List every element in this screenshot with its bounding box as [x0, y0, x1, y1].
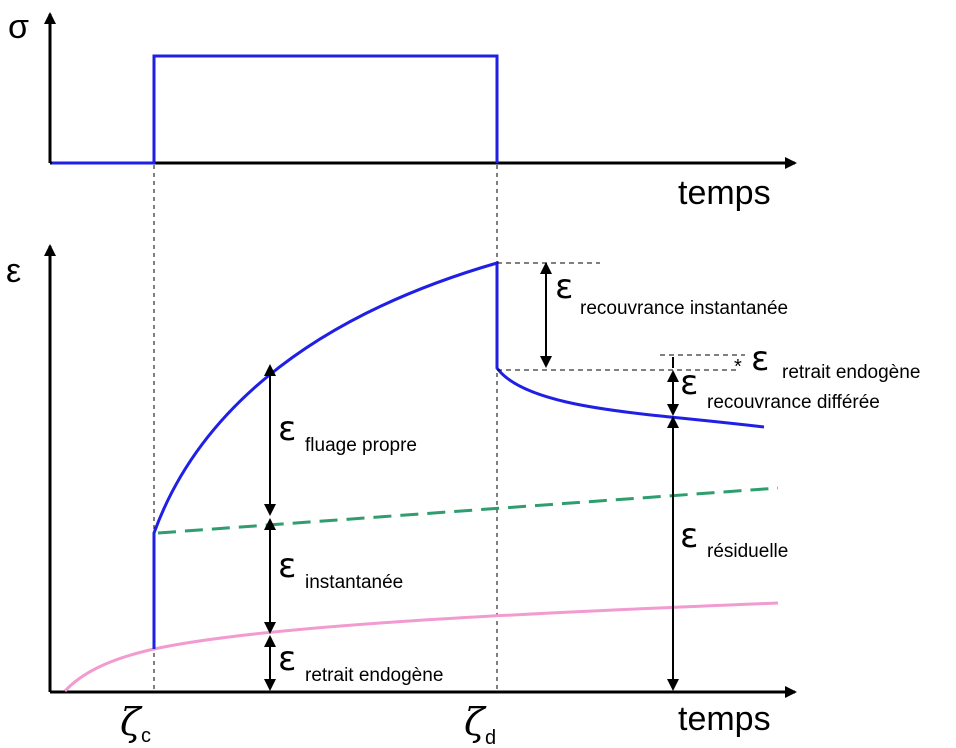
autogenous-shrinkage-curve [63, 601, 779, 693]
epsilon-residuelle-label: résiduelle [707, 541, 788, 562]
unload-time-subscript: d [485, 727, 496, 748]
total-strain-curve [152, 261, 765, 649]
strain-plot: ε temps ε retrait endogène ε instantanée… [6, 244, 920, 748]
strain-x-axis-label: temps [678, 700, 771, 738]
asterisk-marker: * [734, 356, 742, 378]
epsilon-retrait-endogene-recovery-label: retrait endogène [782, 362, 920, 383]
epsilon-recouvrance-differee-symbol: ε [680, 363, 698, 403]
epsilon-retrait-endogene-symbol: ε [278, 639, 296, 679]
epsilon-fluage-propre-symbol: ε [278, 409, 296, 449]
epsilon-recouvrance-instantanee-label: recouvrance instantanée [580, 298, 788, 319]
epsilon-recouvrance-instantanee-symbol: ε [555, 267, 573, 307]
epsilon-fluage-propre-label: fluage propre [305, 435, 417, 456]
epsilon-residuelle-symbol: ε [680, 516, 698, 556]
load-time-symbol: ζ [120, 700, 143, 744]
epsilon-recouvrance-differee-label: recouvrance différée [707, 392, 880, 413]
stress-plot: σ temps [8, 8, 797, 212]
strain-y-axis-label: ε [6, 252, 21, 290]
unload-time-symbol: ζ [464, 700, 487, 744]
stress-y-axis-label: σ [8, 8, 29, 46]
epsilon-retrait-endogene-recovery-symbol: ε [751, 339, 769, 379]
epsilon-instantanee-symbol: ε [278, 546, 296, 586]
stress-load-curve [52, 54, 499, 165]
epsilon-retrait-endogene-label: retrait endogène [305, 665, 443, 686]
load-time-subscript: c [141, 725, 151, 747]
epsilon-instantanee-label: instantanée [305, 572, 403, 593]
stress-x-axis-label: temps [678, 174, 771, 212]
